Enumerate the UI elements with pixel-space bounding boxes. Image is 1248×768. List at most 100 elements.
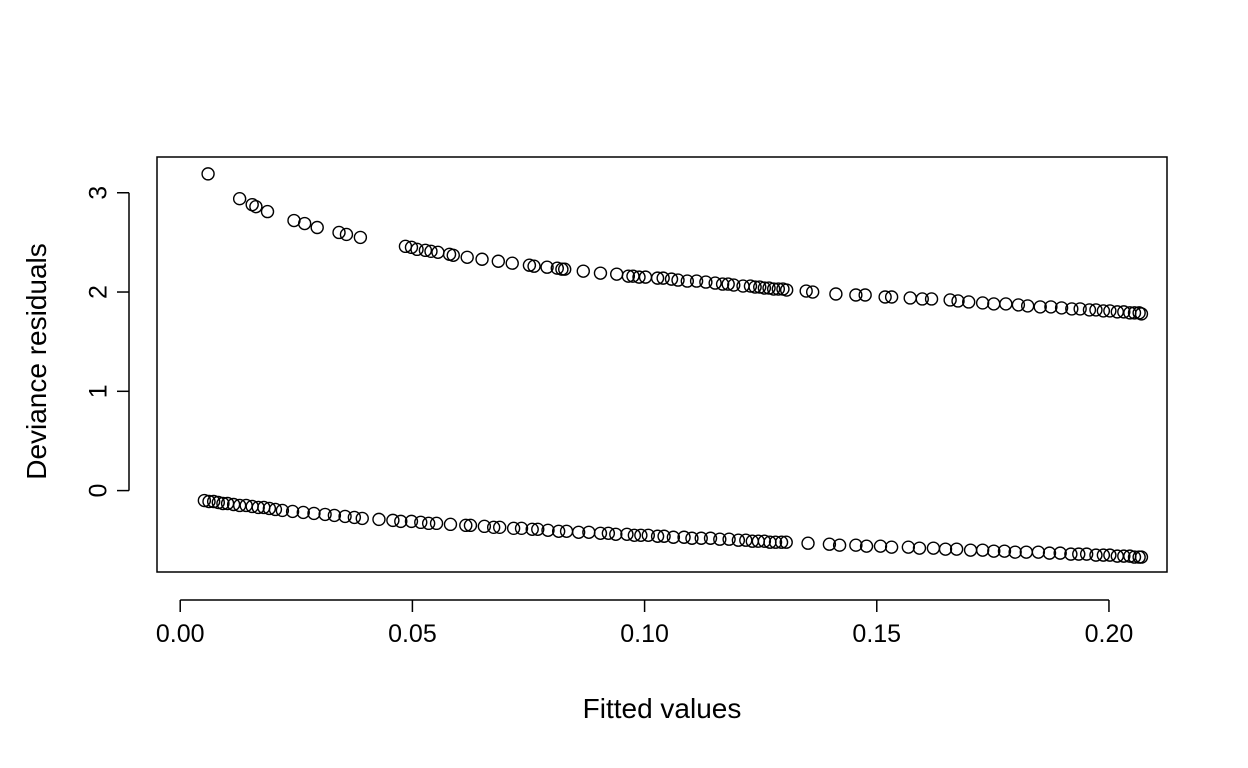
data-point <box>924 292 939 306</box>
data-point <box>347 510 362 525</box>
data-point <box>873 539 888 553</box>
data-point <box>531 522 545 537</box>
data-point <box>540 260 554 274</box>
data-point <box>251 500 265 515</box>
data-point <box>884 540 899 554</box>
data-point <box>394 514 408 529</box>
data-point <box>1103 548 1117 562</box>
data-point <box>727 278 741 292</box>
data-point <box>832 538 847 552</box>
data-point <box>446 248 460 262</box>
data-point <box>859 539 874 553</box>
data-point <box>201 167 215 181</box>
data-point <box>514 521 529 536</box>
data-point <box>768 535 783 549</box>
data-point <box>232 191 247 206</box>
x-tick-label: 0.05 <box>388 620 437 648</box>
data-point <box>650 271 665 285</box>
data-point <box>743 279 758 293</box>
data-point <box>1089 548 1103 562</box>
y-tick-label: 0 <box>85 484 113 498</box>
data-point <box>249 199 263 214</box>
data-point <box>1033 300 1047 314</box>
data-point <box>1079 547 1094 561</box>
data-point <box>1072 547 1086 561</box>
data-point <box>1065 302 1079 316</box>
data-point <box>1044 300 1058 314</box>
data-point <box>386 513 400 528</box>
y-axis-label: Deviance residuals <box>21 243 52 480</box>
data-point <box>685 531 699 545</box>
data-point <box>666 530 681 544</box>
data-point <box>748 280 762 294</box>
data-point <box>477 519 492 534</box>
data-point <box>975 296 990 310</box>
data-point <box>671 273 685 287</box>
data-point <box>197 493 212 508</box>
data-point <box>771 282 786 296</box>
data-point <box>656 271 670 285</box>
data-point <box>975 543 990 557</box>
data-point <box>943 293 957 307</box>
data-point <box>757 534 772 548</box>
y-tick-label: 2 <box>85 285 113 299</box>
data-point <box>621 269 636 283</box>
data-point <box>779 283 794 297</box>
data-point <box>486 520 501 535</box>
data-point <box>593 266 608 280</box>
data-point <box>632 270 646 284</box>
data-point <box>1011 298 1026 312</box>
x-axis-label: Fitted values <box>583 693 742 724</box>
data-point <box>307 506 321 521</box>
x-axis: 0.00 0.05 0.10 0.15 0.20 <box>156 599 1134 648</box>
data-point <box>1031 545 1046 559</box>
data-point <box>522 258 537 272</box>
data-point <box>429 516 444 531</box>
data-point <box>703 531 718 545</box>
data-point <box>1042 546 1057 560</box>
data-point <box>962 295 976 309</box>
data-point <box>275 503 290 518</box>
data-point <box>527 259 541 273</box>
data-point <box>680 274 695 288</box>
data-point <box>1134 550 1149 564</box>
data-point <box>915 292 929 306</box>
data-point <box>414 515 428 530</box>
data-point <box>1127 550 1142 564</box>
data-point <box>211 495 225 510</box>
data-point <box>1089 303 1103 317</box>
data-point <box>951 294 965 308</box>
y-tick-label: 1 <box>85 384 113 398</box>
data-point <box>1117 305 1131 319</box>
data-point <box>339 227 354 242</box>
x-tick-label: 0.10 <box>620 620 669 648</box>
data-point <box>762 281 776 295</box>
data-point <box>1008 545 1022 559</box>
data-point <box>268 502 283 517</box>
data-point <box>884 290 899 304</box>
x-tick-label: 0.20 <box>1085 620 1134 648</box>
data-point <box>206 494 221 509</box>
data-point <box>805 285 820 299</box>
data-point <box>753 280 767 294</box>
data-point <box>766 282 781 296</box>
data-point <box>627 528 642 542</box>
data-point <box>576 264 590 278</box>
data-point <box>799 284 813 298</box>
data-point <box>550 261 564 275</box>
data-point <box>404 514 419 529</box>
data-point <box>1054 301 1069 315</box>
data-point <box>404 240 419 255</box>
data-point <box>694 531 708 545</box>
data-point <box>332 225 346 240</box>
data-point <box>901 540 916 554</box>
data-point <box>713 532 727 546</box>
data-point <box>878 290 892 304</box>
data-point <box>285 504 300 519</box>
data-points <box>197 167 1149 564</box>
data-point <box>677 530 691 544</box>
data-point <box>296 505 310 520</box>
x-tick-label: 0.15 <box>852 620 901 648</box>
data-point <box>912 541 927 555</box>
